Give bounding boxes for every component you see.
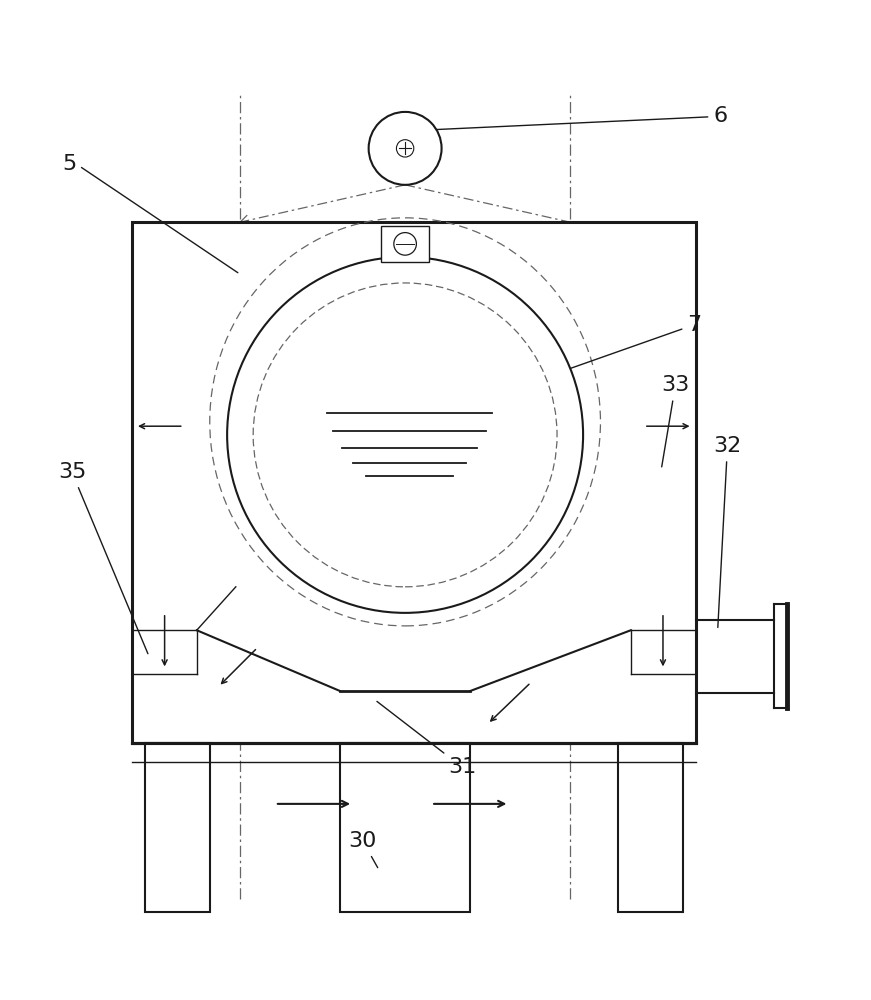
Text: 35: 35	[57, 462, 148, 654]
Bar	[618, 743, 683, 912]
Text: 7: 7	[536, 315, 701, 381]
Circle shape	[394, 233, 416, 255]
Text: 33: 33	[661, 375, 690, 467]
Text: 5: 5	[62, 154, 238, 273]
Bar	[145, 743, 210, 912]
Bar	[132, 222, 696, 743]
Circle shape	[368, 112, 442, 185]
Circle shape	[396, 140, 414, 157]
Circle shape	[227, 257, 583, 613]
Text: 6: 6	[426, 106, 727, 130]
Text: 30: 30	[348, 831, 378, 868]
Text: 32: 32	[713, 436, 741, 627]
Bar	[381, 226, 429, 262]
Text: 31: 31	[377, 701, 476, 777]
Bar	[340, 743, 470, 912]
